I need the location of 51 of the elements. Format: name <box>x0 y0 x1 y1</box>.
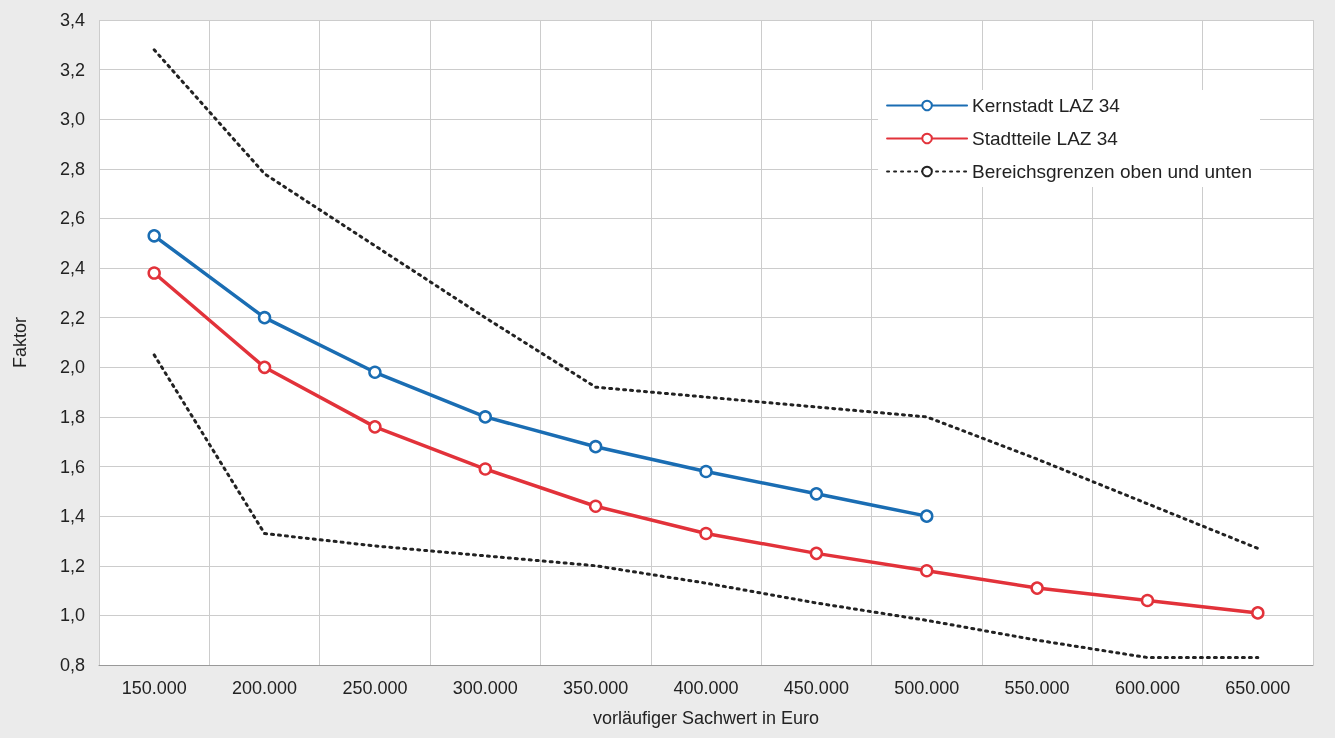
point <box>147 229 161 243</box>
point <box>699 526 713 541</box>
x-tick-label: 550.000 <box>1004 678 1070 698</box>
y-tick-label: 2,8 <box>59 158 85 179</box>
y-tick-label: 3,4 <box>59 10 85 30</box>
point <box>478 410 493 424</box>
point <box>699 464 713 479</box>
point <box>919 509 934 523</box>
y-tick-label: 2,4 <box>59 258 85 279</box>
point <box>809 487 824 501</box>
y-tick-label: 1,6 <box>59 456 85 477</box>
x-tick-label: 200.000 <box>232 678 298 698</box>
point <box>147 266 161 280</box>
x-tick-label: 300.000 <box>452 678 518 698</box>
x-axis-title: vorläufiger Sachwert in Euro <box>592 708 820 728</box>
y-tick-label: 2,0 <box>59 357 85 378</box>
y-tick-label: 2,6 <box>59 208 85 229</box>
x-tick-label: 450.000 <box>783 678 849 698</box>
x-tick-label: 250.000 <box>342 678 408 698</box>
legend-label: Bereichsgrenzen oben und unten <box>972 161 1252 182</box>
point <box>257 360 272 375</box>
point <box>257 310 272 325</box>
x-tick-label: 600.000 <box>1114 678 1180 698</box>
point <box>478 462 493 476</box>
legend-label: Stadtteile LAZ 34 <box>972 128 1119 149</box>
point <box>1251 606 1265 620</box>
point <box>1030 581 1044 595</box>
x-tick-label: 650.000 <box>1225 678 1291 698</box>
y-tick-label: 2,2 <box>59 307 85 328</box>
point <box>809 546 824 561</box>
point <box>588 499 603 513</box>
y-tick-label: 0,8 <box>59 655 85 675</box>
y-axis-title: Faktor <box>10 316 30 369</box>
y-tick-label: 1,4 <box>59 506 85 527</box>
line-series <box>152 353 1260 660</box>
x-tick-label: 500.000 <box>894 678 960 698</box>
y-tick-label: 1,8 <box>59 406 85 427</box>
y-tick-label: 1,0 <box>59 605 85 626</box>
point <box>919 563 934 578</box>
x-tick-label: 350.000 <box>563 678 629 698</box>
y-tick-label: 3,2 <box>59 59 85 80</box>
x-tick-label: 400.000 <box>673 678 739 698</box>
point <box>1140 593 1155 608</box>
point <box>368 365 382 380</box>
point <box>588 439 603 454</box>
line-series <box>152 48 1260 550</box>
legend-label: Kernstadt LAZ 34 <box>972 95 1121 116</box>
y-tick-label: 1,2 <box>59 555 85 576</box>
x-tick-label: 150.000 <box>121 678 187 698</box>
y-tick-label: 3,0 <box>59 109 85 130</box>
point <box>368 420 382 434</box>
